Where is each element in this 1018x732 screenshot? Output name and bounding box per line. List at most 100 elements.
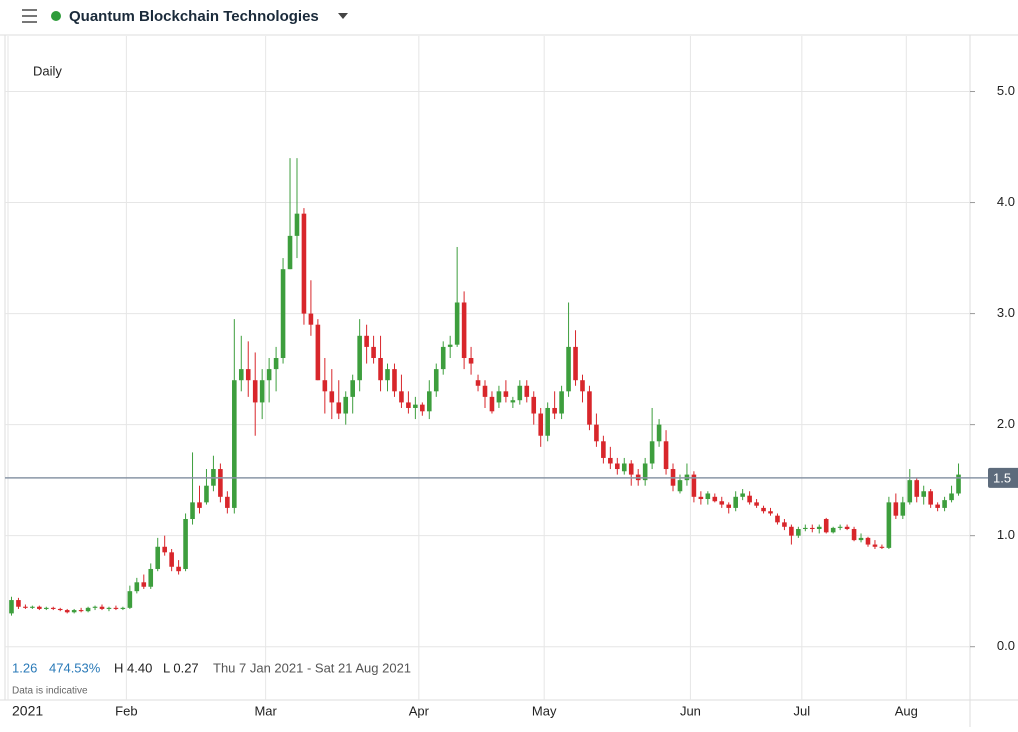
candle-body (594, 424, 599, 442)
candle-body (378, 358, 383, 381)
candle-body (733, 496, 738, 508)
candle-body (601, 441, 606, 458)
candle-body (886, 502, 892, 548)
candle-body (329, 391, 335, 403)
candle-body (489, 396, 495, 412)
dropdown-arrow[interactable] (338, 13, 348, 19)
candle-body (740, 493, 745, 497)
candle-body (538, 413, 544, 436)
candle-body (628, 463, 634, 475)
disclaimer: Data is indicative (12, 686, 88, 697)
candle-body (183, 519, 188, 569)
candle-body (712, 496, 718, 502)
candle-body (218, 469, 223, 497)
candle-body (50, 607, 56, 609)
candle-body (37, 606, 42, 609)
candles (9, 158, 961, 616)
candle-body (371, 346, 376, 359)
candle-body (399, 391, 404, 403)
candle-body (823, 519, 829, 533)
candle-body (120, 607, 126, 609)
candle-body (796, 529, 801, 536)
candle-body (573, 346, 578, 381)
date-range: Thu 7 Jan 2021 - Sat 21 Aug 2021 (213, 660, 411, 675)
candle-body (921, 491, 926, 497)
candle-body (649, 441, 655, 464)
candle-body (99, 606, 105, 609)
candle-body (844, 526, 850, 530)
candle-body (698, 496, 704, 500)
menu-icon[interactable] (22, 9, 37, 23)
x-tick-label: Jul (794, 703, 811, 718)
candle-body (433, 369, 439, 392)
candle-body (106, 607, 112, 609)
candle-body (517, 385, 523, 401)
x-tick-label: Feb (115, 703, 137, 718)
candle-body (468, 358, 474, 364)
candle-body (440, 346, 446, 370)
candle-body (9, 600, 14, 614)
candle-body (454, 302, 460, 345)
candle-body (92, 606, 98, 608)
candle-body (503, 391, 509, 397)
candle-body (315, 324, 321, 381)
low-value: L 0.27 (163, 660, 199, 675)
candle-body (816, 526, 822, 530)
candle-body (85, 607, 91, 612)
candle-body (900, 502, 906, 516)
candle-body (942, 500, 947, 508)
candle-body (524, 385, 530, 397)
candle-body (71, 610, 77, 613)
candle-body (280, 269, 286, 359)
chart-title[interactable]: Quantum Blockchain Technologies (69, 8, 319, 25)
candle-body (656, 424, 662, 442)
candle-body (322, 380, 328, 392)
candle-body (406, 402, 411, 408)
candle-body (587, 391, 592, 425)
candle-body (141, 582, 147, 587)
candle-body (447, 344, 453, 347)
candle-body (266, 369, 272, 381)
candle-body (510, 400, 516, 403)
candle-body (113, 607, 119, 609)
y-tick-label: 5.0 (997, 83, 1015, 98)
candle-body (865, 537, 871, 545)
candle-body (552, 407, 557, 414)
x-tick-label: Aug (895, 703, 918, 718)
candle-body (691, 474, 697, 497)
candle-body (754, 502, 759, 506)
candle-body (851, 529, 857, 541)
candle-body (336, 402, 342, 414)
candle-body (343, 396, 349, 414)
candle-body (768, 511, 773, 514)
candle-body (879, 546, 885, 548)
candle-body (294, 213, 300, 236)
candle-body (148, 568, 154, 587)
candle-body (566, 346, 571, 392)
candle-body (301, 213, 307, 314)
overlay: 1.5 (5, 467, 1018, 488)
candle-body (392, 369, 397, 392)
current-price-label: 1.5 (993, 470, 1011, 485)
y-tick-label: 0.0 (997, 638, 1015, 653)
candle-body (64, 610, 70, 613)
status-dot (51, 11, 61, 21)
candle-body (426, 391, 432, 412)
candle-body (44, 607, 49, 609)
candle-body (204, 485, 209, 503)
candle-body (608, 457, 613, 464)
y-tick-label: 4.0 (997, 194, 1015, 209)
candle-body (364, 335, 369, 347)
candle-body (197, 502, 202, 508)
candle-body (914, 480, 920, 497)
candle-body (308, 313, 314, 325)
change-percent: 474.53% (49, 660, 101, 675)
candle-body (559, 391, 564, 414)
current-price-tag (988, 467, 1018, 488)
interval-label: Daily (33, 63, 62, 78)
candle-body (642, 463, 648, 481)
candle-body (127, 591, 133, 608)
high-value: H 4.40 (114, 660, 152, 675)
